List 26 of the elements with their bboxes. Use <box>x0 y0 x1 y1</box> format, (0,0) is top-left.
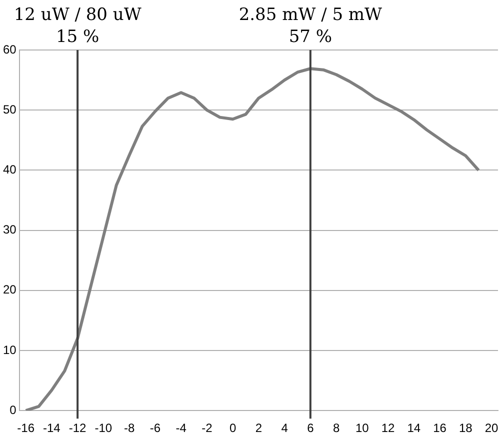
x-tick-label: 0 <box>229 421 236 436</box>
y-tick-label: 10 <box>2 342 17 357</box>
y-tick-label: 40 <box>2 162 17 177</box>
ref-line-label: 2.85 mW / 5 mW 57 % <box>238 4 383 47</box>
y-tick-label: 20 <box>2 282 17 297</box>
x-tick-label: -10 <box>94 421 112 436</box>
x-tick-label: -6 <box>150 421 161 436</box>
y-tick-label: 30 <box>2 222 17 237</box>
x-tick-label: 4 <box>281 421 288 436</box>
x-tick-label: -8 <box>124 421 135 436</box>
y-tick-label: 50 <box>2 102 17 116</box>
x-tick-label: 6 <box>307 421 314 436</box>
x-tick-label: 18 <box>458 421 473 436</box>
y-tick-label: 0 <box>10 402 17 417</box>
x-tick-label: -4 <box>176 421 187 436</box>
x-tick-label: 10 <box>355 421 370 436</box>
x-tick-label: 2 <box>255 421 262 436</box>
x-tick-label: -16 <box>17 421 35 436</box>
x-tick-label: -14 <box>43 421 61 436</box>
x-tick-label: 16 <box>433 421 447 436</box>
x-tick-label: 8 <box>332 421 340 436</box>
x-tick-label: 20 <box>484 421 499 436</box>
x-tick-label: 14 <box>407 421 421 436</box>
x-tick-label: -12 <box>68 421 87 436</box>
x-tick-label: 12 <box>381 421 396 436</box>
x-tick-label: -2 <box>202 421 213 436</box>
